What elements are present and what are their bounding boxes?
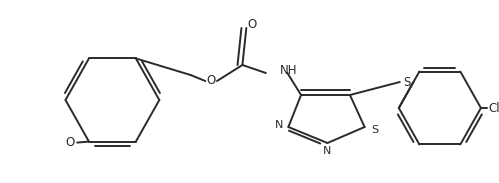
Text: N: N — [274, 120, 283, 130]
Text: N: N — [323, 146, 332, 156]
Text: S: S — [403, 76, 410, 89]
Text: O: O — [66, 136, 75, 149]
Text: O: O — [248, 18, 257, 31]
Text: NH: NH — [279, 64, 297, 77]
Text: S: S — [371, 125, 378, 135]
Text: O: O — [207, 74, 216, 87]
Text: Cl: Cl — [489, 102, 499, 115]
